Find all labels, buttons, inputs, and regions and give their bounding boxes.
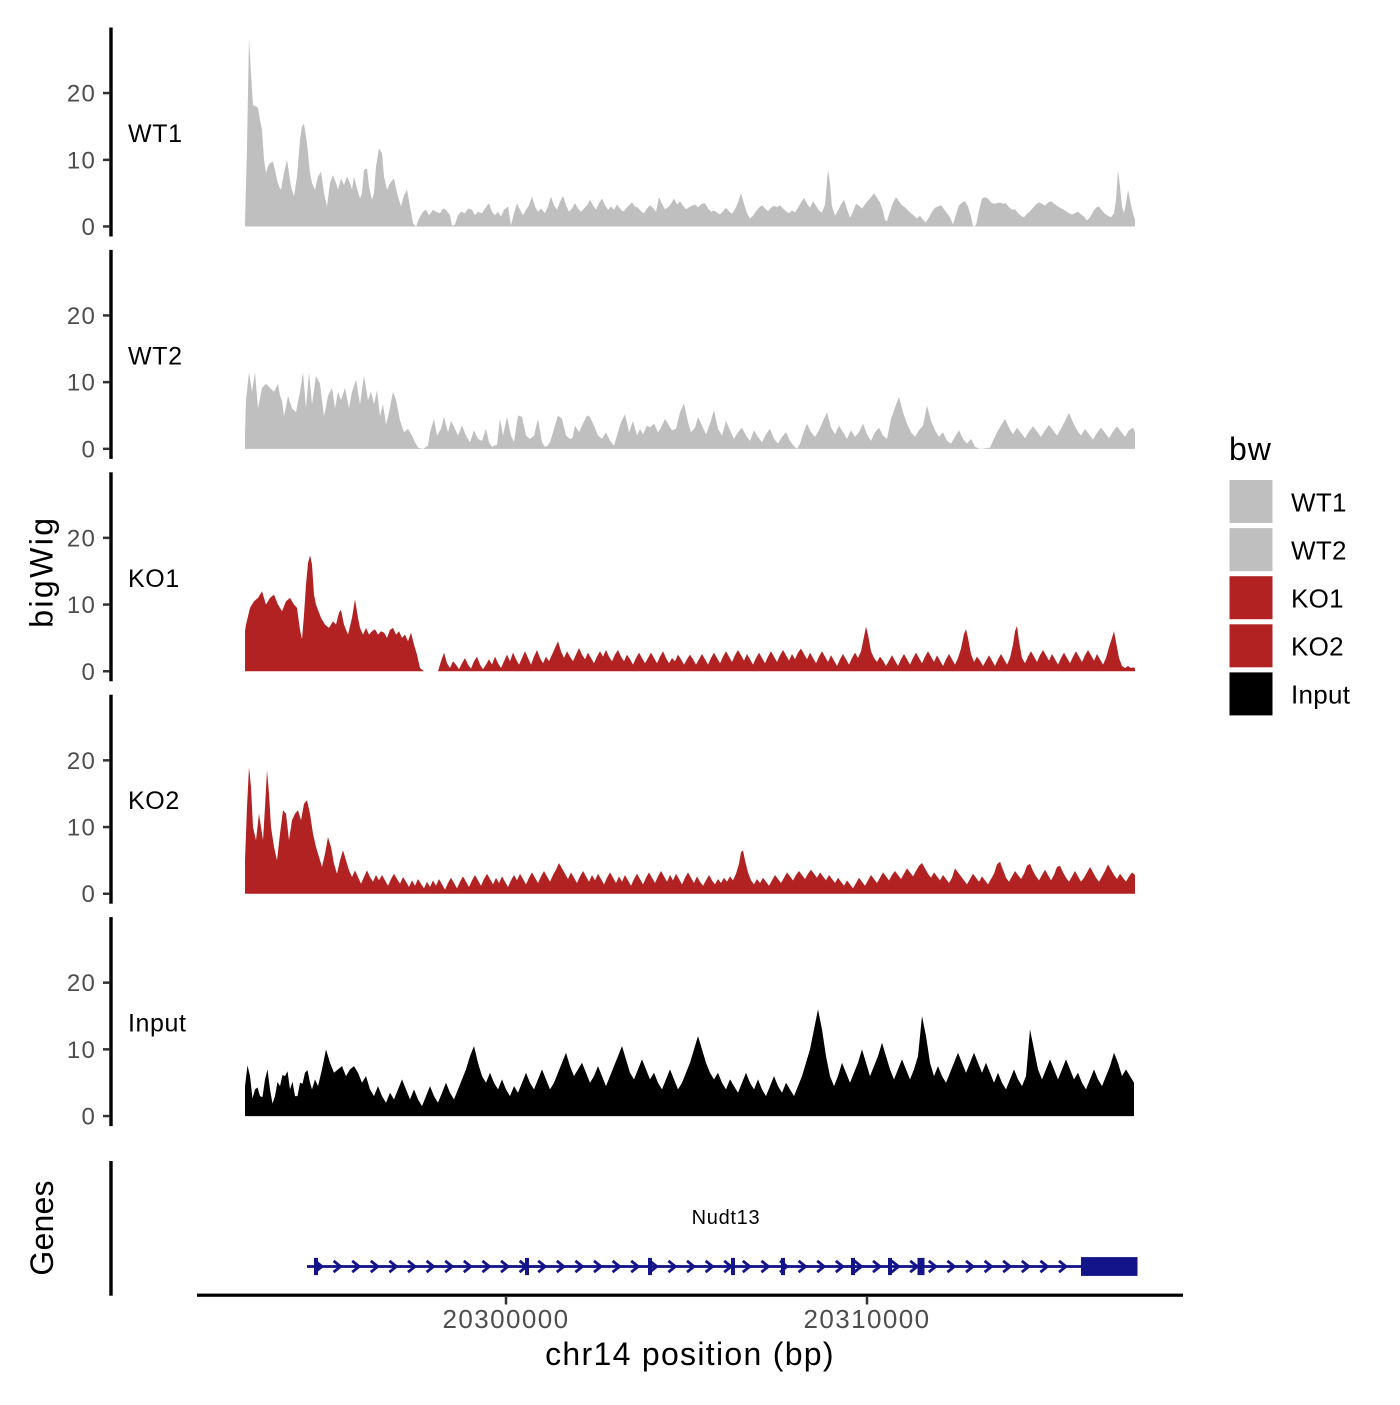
svg-text:Genes: Genes [24, 1180, 60, 1275]
svg-text:10: 10 [67, 370, 96, 397]
svg-text:WT2: WT2 [128, 342, 183, 370]
svg-text:10: 10 [67, 592, 96, 619]
svg-text:WT1: WT1 [1291, 487, 1347, 517]
svg-text:0: 0 [81, 659, 96, 686]
svg-text:WT2: WT2 [1291, 535, 1347, 565]
svg-text:KO1: KO1 [1291, 584, 1344, 614]
svg-text:0: 0 [81, 881, 96, 908]
svg-text:20: 20 [67, 970, 96, 997]
svg-text:10: 10 [67, 815, 96, 842]
svg-text:KO2: KO2 [128, 787, 180, 815]
svg-text:20300000: 20300000 [443, 1304, 570, 1334]
svg-text:chr14 position (bp): chr14 position (bp) [545, 1336, 835, 1372]
svg-text:Nudt13: Nudt13 [692, 1207, 761, 1229]
svg-text:KO2: KO2 [1291, 632, 1344, 662]
svg-text:20: 20 [67, 525, 96, 552]
svg-text:20: 20 [67, 748, 96, 775]
svg-text:bigWig: bigWig [24, 516, 60, 628]
svg-text:KO1: KO1 [128, 565, 180, 593]
svg-text:0: 0 [81, 214, 96, 241]
svg-text:WT1: WT1 [128, 120, 183, 148]
svg-text:20: 20 [67, 303, 96, 330]
svg-text:10: 10 [67, 147, 96, 174]
svg-text:0: 0 [81, 1104, 96, 1131]
svg-text:10: 10 [67, 1037, 96, 1064]
svg-text:0: 0 [81, 436, 96, 463]
svg-text:20310000: 20310000 [804, 1304, 931, 1334]
svg-text:20: 20 [67, 81, 96, 108]
svg-text:Input: Input [1291, 680, 1351, 710]
svg-text:Input: Input [128, 1010, 187, 1038]
svg-text:bw: bw [1229, 431, 1272, 467]
